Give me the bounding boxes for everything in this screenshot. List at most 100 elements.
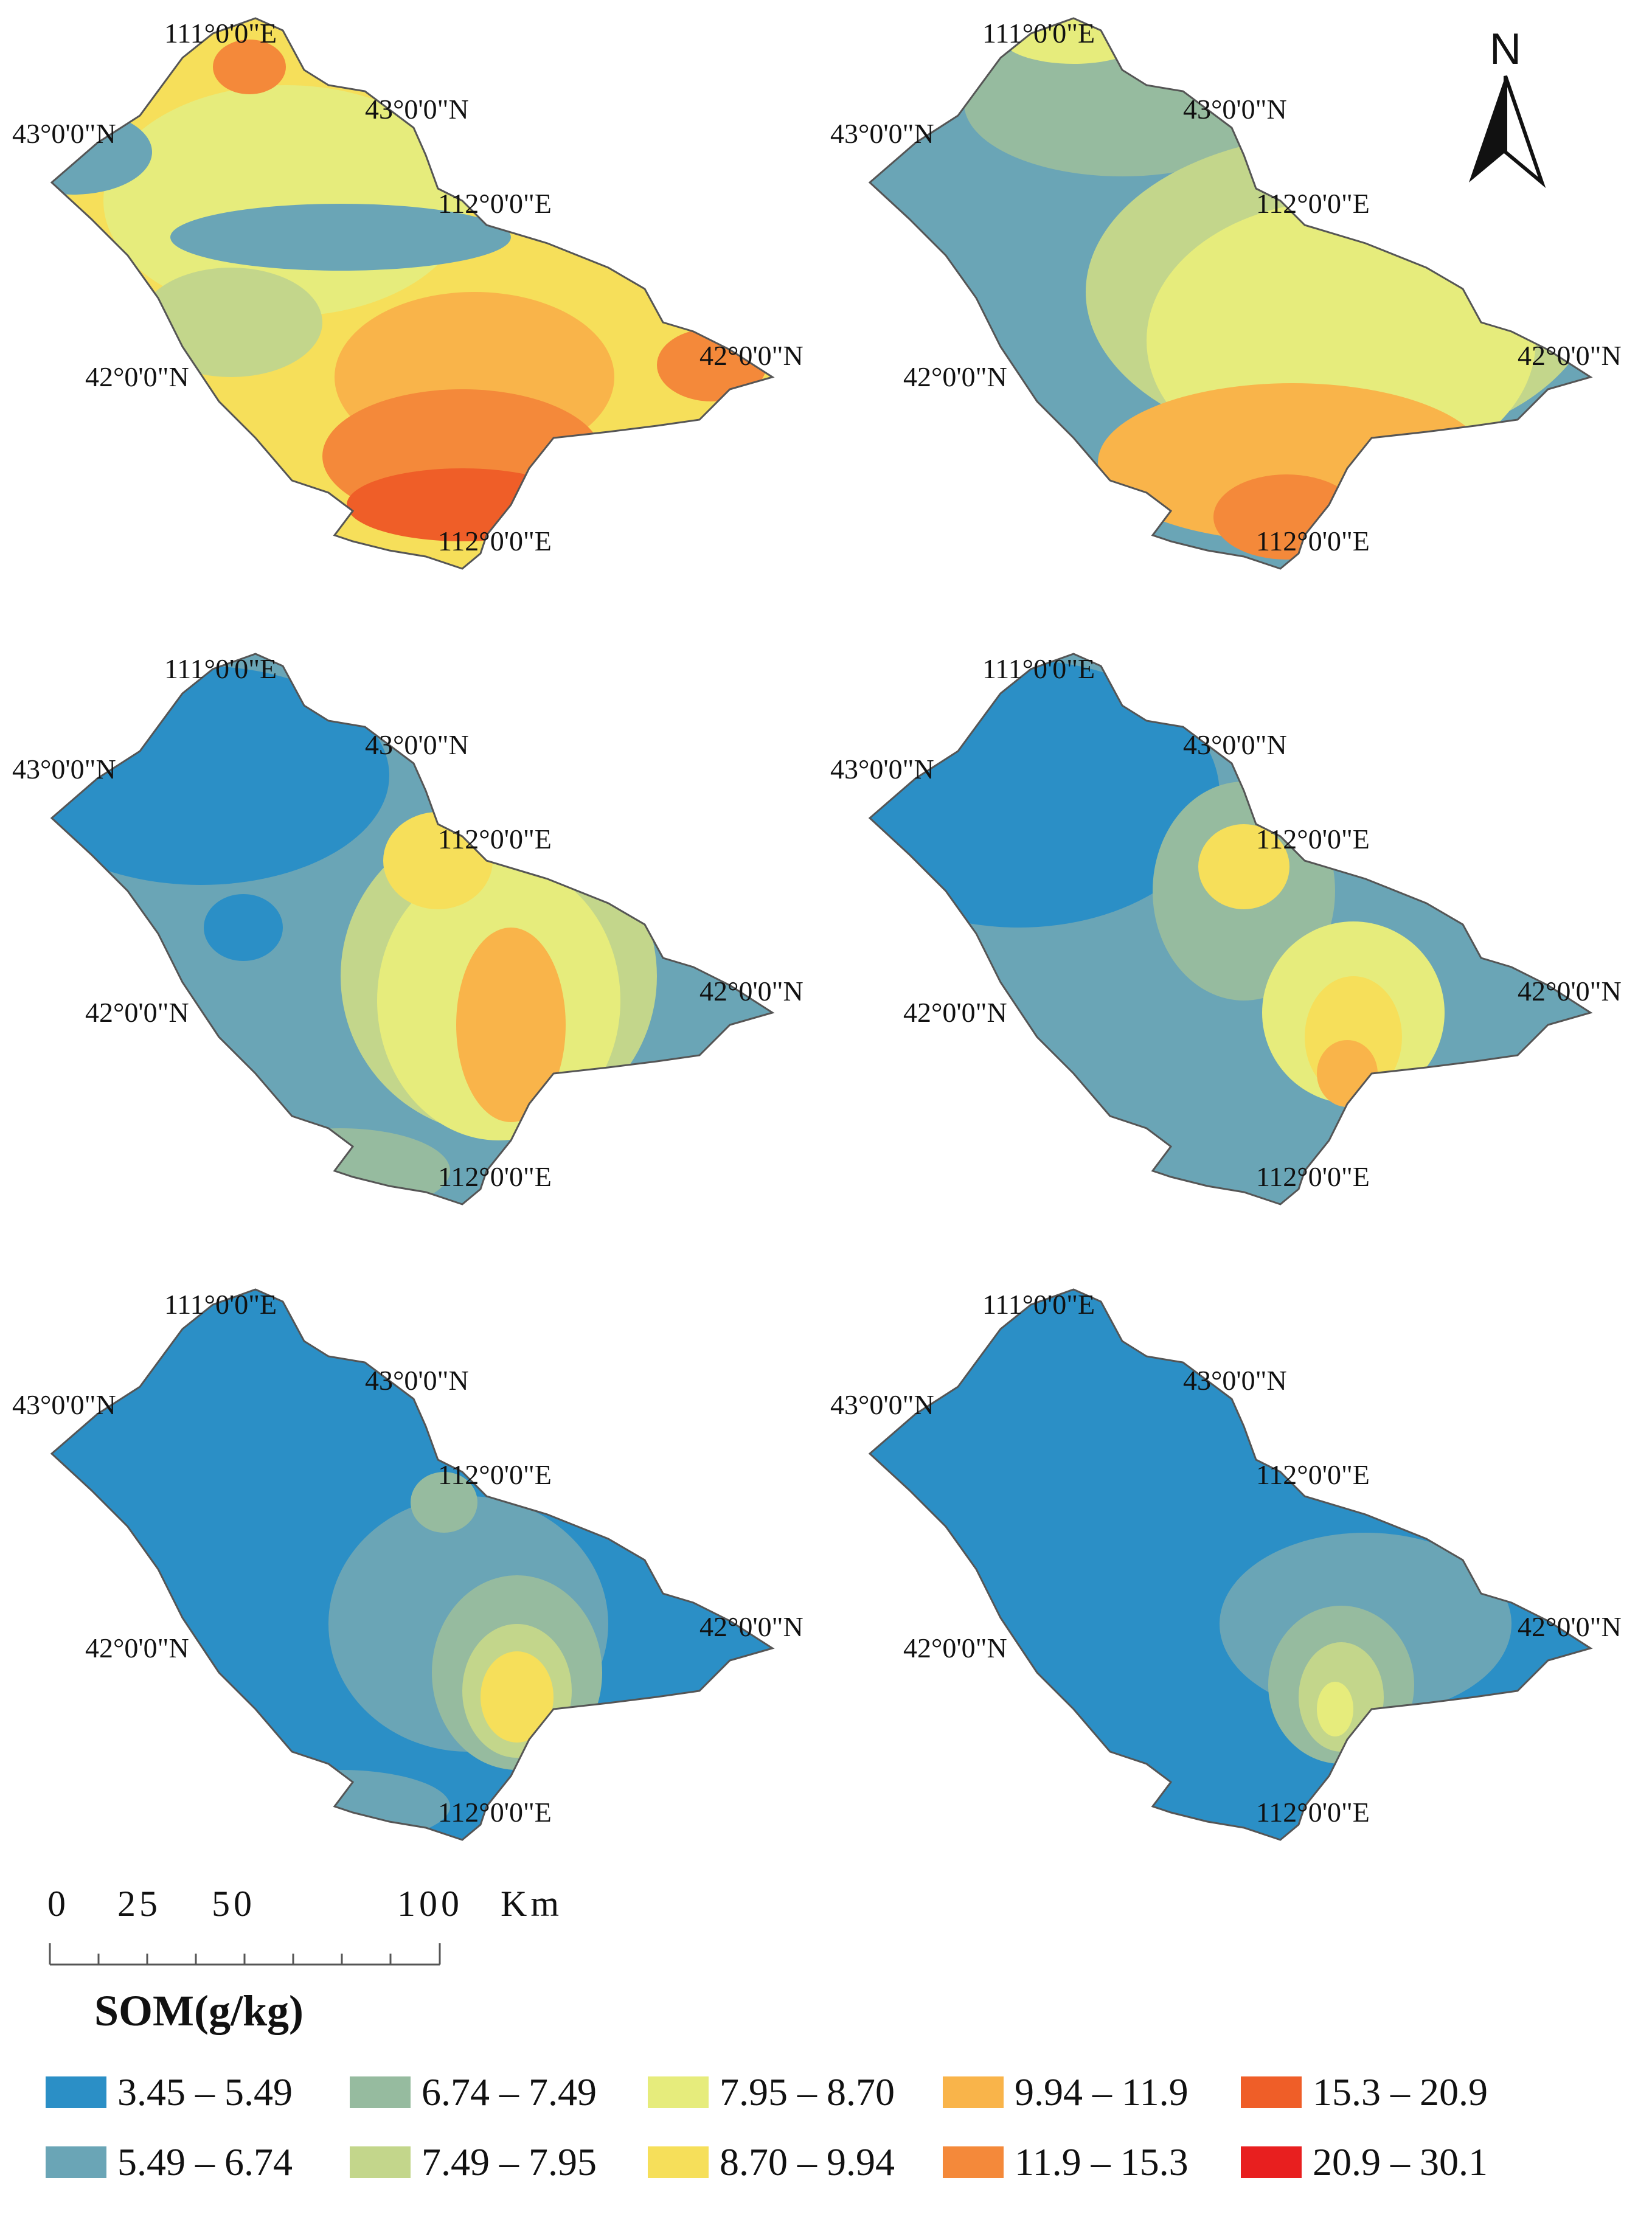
som-zone: [231, 1128, 450, 1204]
north-arrow-left-half: [1469, 76, 1505, 182]
graticule-label: 42°0'0"N: [1518, 340, 1622, 371]
map-panel-5: 111°0'0"E 43°0'0"N 43°0'0"N 112°0'0"E 42°0'0…: [12, 1288, 803, 1841]
graticule-label: 42°0'0"N: [903, 997, 1007, 1028]
graticule-label: 42°0'0"N: [1518, 1611, 1622, 1642]
scale-tick-50: 50: [212, 1884, 255, 1924]
legend-swatch: [350, 2146, 411, 2178]
legend-swatch: [46, 2146, 106, 2178]
legend-swatch: [648, 2076, 709, 2108]
graticule-label: 43°0'0"N: [12, 1389, 116, 1420]
legend-swatch: [350, 2076, 411, 2108]
graticule-label: 42°0'0"N: [699, 340, 803, 371]
graticule-label: 43°0'0"N: [830, 118, 934, 149]
graticule-label: 43°0'0"N: [12, 118, 116, 149]
legend-item: 20.9 – 30.1: [1241, 2140, 1488, 2184]
legend-label: 11.9 – 15.3: [1015, 2140, 1189, 2184]
map-panel-4: 111°0'0"E 43°0'0"N 43°0'0"N 112°0'0"E 42°0'0…: [830, 653, 1622, 1205]
legend-label: 7.49 – 7.95: [422, 2140, 597, 2184]
graticule-label: 112°0'0"E: [438, 188, 552, 219]
graticule-label: 43°0'0"N: [365, 1365, 469, 1396]
legend-item: 15.3 – 20.9: [1241, 2070, 1488, 2114]
legend-item: 11.9 – 15.3: [943, 2140, 1189, 2184]
som-zone: [481, 1651, 554, 1743]
graticule-label: 112°0'0"E: [438, 1797, 552, 1828]
som-zone: [411, 1472, 477, 1533]
graticule-label: 112°0'0"E: [438, 1161, 552, 1192]
legend-item: 9.94 – 11.9: [943, 2070, 1189, 2114]
legend-label: 5.49 – 6.74: [117, 2140, 293, 2184]
legend-swatch: [943, 2076, 1004, 2108]
som-zone: [657, 873, 766, 946]
scale-tick-25: 25: [117, 1884, 161, 1924]
som-zone: [140, 268, 322, 377]
graticule-label: 42°0'0"N: [1518, 976, 1622, 1007]
north-arrow-label: N: [1490, 25, 1521, 74]
graticule-label: 112°0'0"E: [438, 824, 552, 855]
graticule-label: 112°0'0"E: [1256, 1797, 1370, 1828]
graticule-label: 42°0'0"N: [903, 1632, 1007, 1663]
region-border: [868, 653, 1593, 1205]
graticule-label: 42°0'0"N: [699, 976, 803, 1007]
graticule-label: 111°0'0"E: [164, 653, 277, 684]
graticule-label: 43°0'0"N: [1183, 94, 1287, 125]
legend-label: 8.70 – 9.94: [720, 2140, 895, 2184]
legend-label: 3.45 – 5.49: [117, 2070, 293, 2114]
legend-item: 8.70 – 9.94: [648, 2140, 895, 2184]
graticule-label: 112°0'0"E: [438, 1459, 552, 1490]
graticule-label: 42°0'0"N: [85, 997, 189, 1028]
graticule-label: 43°0'0"N: [12, 754, 116, 785]
legend-swatch: [1241, 2076, 1302, 2108]
legend-label: 7.95 – 8.70: [720, 2070, 895, 2114]
map-panel-1: 111°0'0"E 43°0'0"N 43°0'0"N 112°0'0"E 42°0'0…: [12, 17, 803, 570]
som-zone: [456, 928, 566, 1122]
graticule-label: 42°0'0"N: [903, 361, 1007, 392]
graticule-label: 111°0'0"E: [164, 1289, 277, 1320]
graticule-label: 43°0'0"N: [830, 754, 934, 785]
som-zone: [170, 204, 511, 271]
legend-label: 9.94 – 11.9: [1015, 2070, 1189, 2114]
graticule-label: 43°0'0"N: [830, 1389, 934, 1420]
legend-swatch: [1241, 2146, 1302, 2178]
graticule-label: 43°0'0"N: [365, 729, 469, 760]
graticule-label: 112°0'0"E: [1256, 526, 1370, 557]
som-zone: [213, 40, 286, 94]
legend-item: 3.45 – 5.49: [46, 2070, 293, 2114]
som-zone: [1317, 1040, 1378, 1107]
graticule-label: 43°0'0"N: [1183, 729, 1287, 760]
legend-item: 5.49 – 6.74: [46, 2140, 293, 2184]
scale-bar: 0 25 50 100 Km: [47, 1884, 559, 1966]
legend-title: SOM(g/kg): [94, 1986, 304, 2035]
graticule-label: 111°0'0"E: [982, 18, 1095, 49]
graticule-label: 42°0'0"N: [699, 1611, 803, 1642]
graticule-label: 43°0'0"N: [365, 94, 469, 125]
legend-label: 20.9 – 30.1: [1313, 2140, 1488, 2184]
legend-swatch: [943, 2146, 1004, 2178]
graticule-label: 42°0'0"N: [85, 1632, 189, 1663]
map-panel-6: 111°0'0"E 43°0'0"N 43°0'0"N 112°0'0"E 42°0'0…: [830, 1288, 1622, 1841]
graticule-label: 112°0'0"E: [1256, 824, 1370, 855]
graticule-label: 112°0'0"E: [438, 526, 552, 557]
graticule-label: 112°0'0"E: [1256, 188, 1370, 219]
graticule-label: 42°0'0"N: [85, 361, 189, 392]
legend-item: 7.95 – 8.70: [648, 2070, 895, 2114]
graticule-label: 43°0'0"N: [1183, 1365, 1287, 1396]
scale-tick-0: 0: [47, 1884, 69, 1924]
graticule-label: 111°0'0"E: [982, 653, 1095, 684]
scale-tick-100: 100: [397, 1884, 463, 1924]
legend: 3.45 – 5.49 5.49 – 6.74 6.74 – 7.49 7.49 – …: [46, 2070, 1639, 2211]
region-border: [50, 17, 775, 570]
region-border: [868, 17, 1593, 570]
region-border: [50, 1288, 775, 1841]
legend-item: 6.74 – 7.49: [350, 2070, 597, 2114]
legend-label: 15.3 – 20.9: [1313, 2070, 1488, 2114]
som-zone: [231, 1770, 450, 1840]
legend-item: 7.49 – 7.95: [350, 2140, 597, 2184]
legend-swatch: [648, 2146, 709, 2178]
som-zone: [1198, 824, 1289, 909]
som-zone: [1317, 1682, 1353, 1736]
legend-swatch: [46, 2076, 106, 2108]
som-zone: [204, 894, 283, 961]
region-border: [50, 653, 775, 1205]
legend-label: 6.74 – 7.49: [422, 2070, 597, 2114]
